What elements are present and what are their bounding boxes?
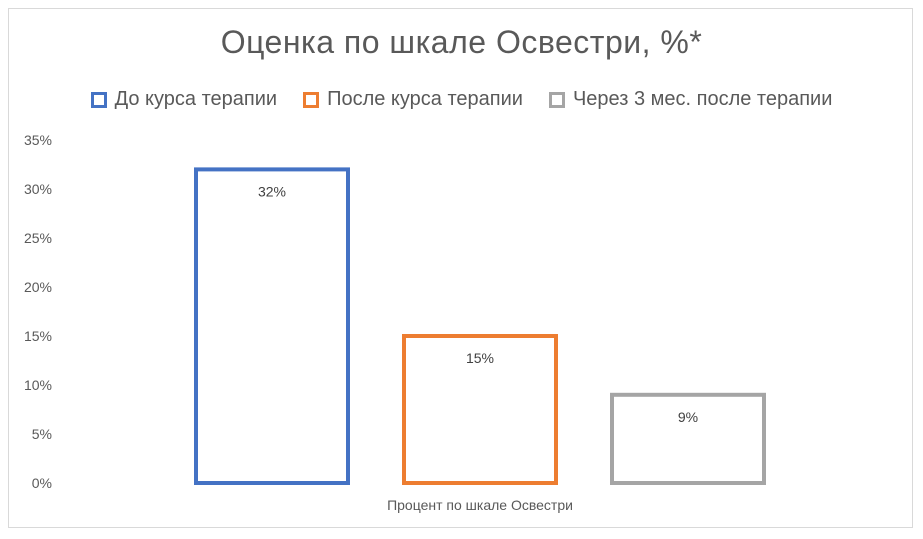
legend-item-after-therapy: После курса терапии (303, 88, 523, 111)
bar (194, 167, 350, 485)
y-tick-label: 15% (24, 328, 52, 344)
legend-label-3-months-after: Через 3 мес. после терапии (572, 88, 833, 110)
data-label: 9% (678, 409, 698, 425)
legend-swatch-3-months-after (548, 91, 565, 108)
chart-title: Оценка по шкале Освестри, %* (220, 24, 703, 60)
y-tick-label: 35% (24, 132, 52, 148)
legend-swatch-after-therapy (303, 91, 320, 108)
y-tick-label: 0% (32, 475, 52, 491)
bar (402, 334, 558, 485)
legend-item-before-therapy: До курса терапии (90, 88, 278, 111)
legend-label-before-therapy: До курса терапии (114, 88, 278, 110)
y-tick-label: 30% (24, 181, 52, 197)
legend-swatch-before-therapy (90, 91, 107, 108)
x-category-label: Процент по шкале Освестри (387, 497, 573, 513)
data-label: 32% (258, 183, 286, 199)
y-tick-label: 10% (24, 377, 52, 393)
bar (610, 392, 766, 485)
legend-item-3-months-after: Через 3 мес. после терапии (548, 88, 833, 111)
legend: До курса терапии После курса терапии Чер… (0, 88, 923, 111)
legend-label-after-therapy: После курса терапии (327, 88, 523, 110)
y-tick-label: 25% (24, 230, 52, 246)
data-label: 15% (466, 350, 494, 366)
y-tick-label: 20% (24, 279, 52, 295)
y-tick-label: 5% (32, 426, 52, 442)
